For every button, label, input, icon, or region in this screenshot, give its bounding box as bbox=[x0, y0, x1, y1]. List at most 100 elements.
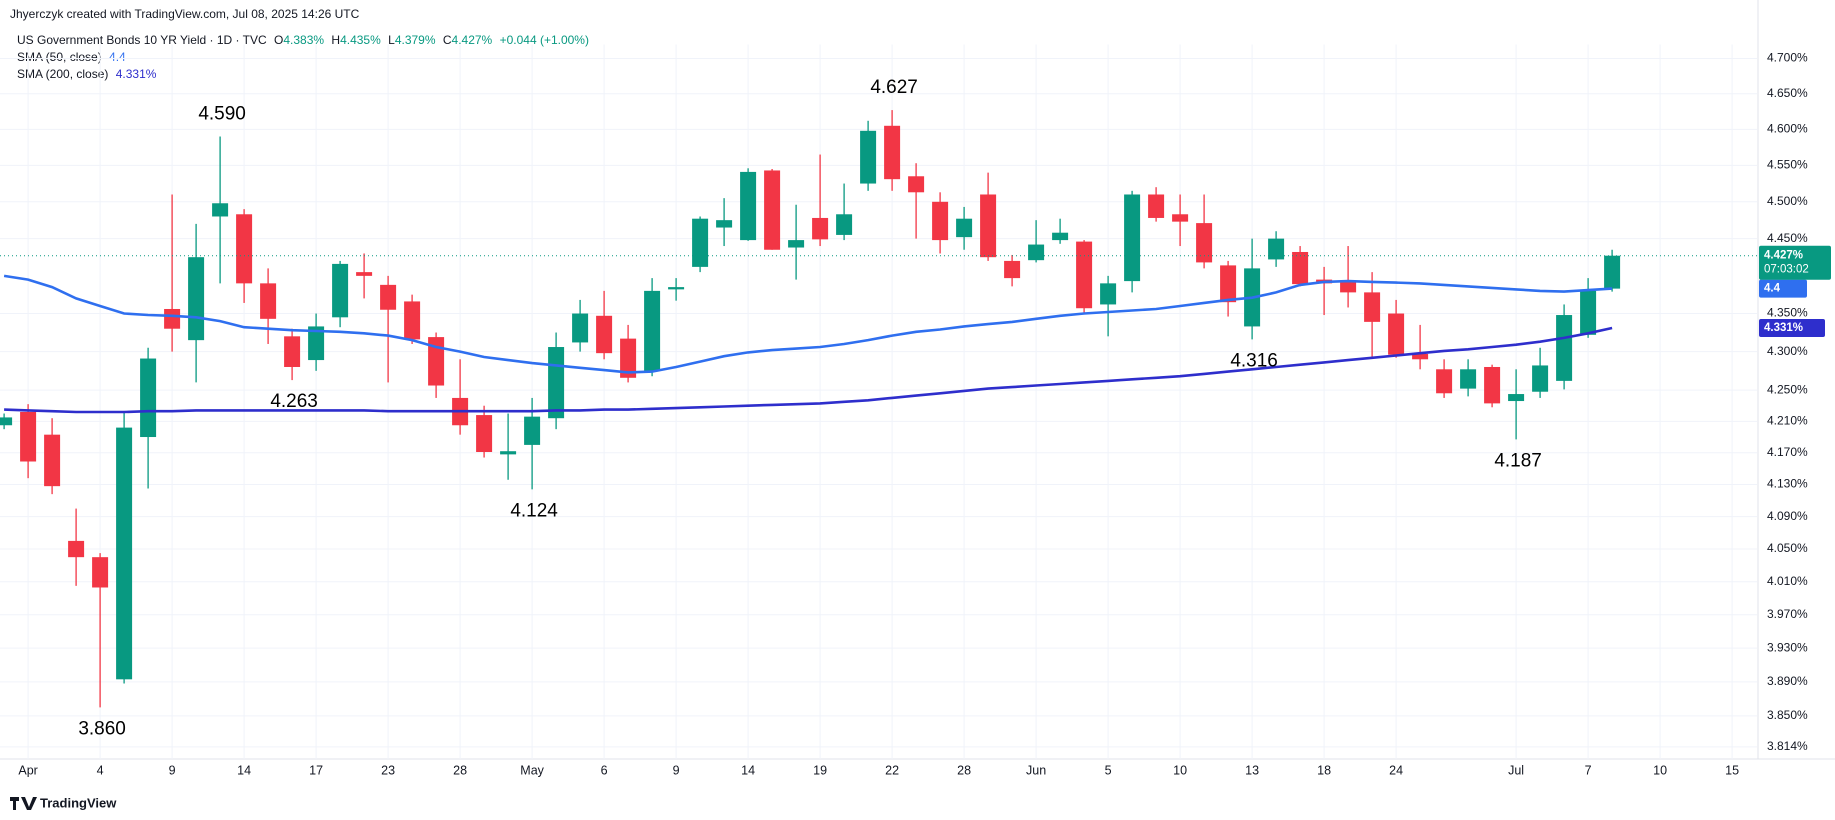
ohlc-key: C bbox=[443, 33, 452, 47]
candle-body bbox=[1532, 365, 1549, 392]
candle-body bbox=[1076, 241, 1093, 309]
candle-body bbox=[1292, 251, 1309, 285]
candle-body bbox=[788, 240, 805, 248]
legend-entry: SMA (200, close) 4.331% bbox=[17, 67, 157, 81]
x-tick-label: Jul bbox=[1508, 763, 1524, 777]
legend-name: SMA (50, close) bbox=[17, 50, 102, 64]
price-tag bbox=[1759, 245, 1831, 280]
ohlc-key: L bbox=[388, 33, 395, 47]
candle-body bbox=[284, 336, 301, 367]
annotation: 4.263 bbox=[270, 391, 318, 412]
y-tick-label: 3.850% bbox=[1767, 708, 1808, 722]
candle-body bbox=[1364, 292, 1381, 322]
x-tick-label: 18 bbox=[1317, 763, 1331, 777]
logo-icon bbox=[10, 797, 37, 810]
ohlc-value: 4.379% bbox=[395, 33, 436, 47]
y-tick-label: 3.814% bbox=[1767, 739, 1808, 753]
series-tag-label: 4.331% bbox=[1764, 322, 1803, 334]
plot-area bbox=[0, 110, 1757, 708]
x-tick-label: 10 bbox=[1173, 763, 1187, 777]
sma-line bbox=[3, 274, 1613, 374]
x-tick-label: 4 bbox=[97, 763, 104, 777]
candle-body bbox=[1436, 369, 1453, 394]
y-tick-label: 4.300% bbox=[1767, 344, 1808, 358]
candle-body bbox=[860, 130, 877, 184]
x-tick-label: 13 bbox=[1245, 763, 1259, 777]
x-tick-label: 5 bbox=[1105, 763, 1112, 777]
candle-body bbox=[1580, 290, 1597, 335]
candle-body bbox=[1028, 244, 1045, 261]
ohlc-value: 4.383% bbox=[283, 33, 324, 47]
y-tick-label: 4.450% bbox=[1767, 231, 1808, 245]
y-tick-label: 3.930% bbox=[1767, 640, 1808, 654]
candle-body bbox=[1460, 369, 1477, 389]
y-tick-label: 4.170% bbox=[1767, 445, 1808, 459]
candle-body bbox=[980, 194, 997, 258]
x-tick-label: 28 bbox=[453, 763, 467, 777]
candle-body bbox=[1412, 353, 1429, 360]
candle-body bbox=[1004, 260, 1021, 279]
x-tick-label: 17 bbox=[309, 763, 323, 777]
candle-body bbox=[764, 170, 781, 250]
candle-body bbox=[116, 427, 133, 680]
candle-body bbox=[836, 214, 853, 235]
x-tick-label: 7 bbox=[1585, 763, 1592, 777]
annotation: 3.860 bbox=[78, 718, 126, 739]
x-tick-label: May bbox=[520, 763, 544, 777]
price-tag-label: 4.427% bbox=[1764, 250, 1803, 262]
candle-body bbox=[428, 337, 445, 386]
ohlc-key: H bbox=[331, 33, 340, 47]
candle-body bbox=[1172, 214, 1189, 222]
annotation: 4.187 bbox=[1494, 450, 1542, 471]
series-tag-label: 4.4 bbox=[1764, 283, 1781, 295]
candle-body bbox=[596, 315, 613, 354]
candle-body bbox=[404, 301, 421, 340]
symbol: US Government Bonds 10 YR Yield · 1D · T… bbox=[17, 33, 267, 47]
y-tick-label: 4.210% bbox=[1767, 414, 1808, 428]
annotation: 4.590 bbox=[198, 104, 246, 125]
candle-body bbox=[908, 176, 925, 193]
candle-body bbox=[620, 338, 637, 378]
candle-body bbox=[476, 415, 493, 453]
sma-line bbox=[4, 326, 1613, 414]
x-tick-label: 10 bbox=[1653, 763, 1667, 777]
x-tick-label: 9 bbox=[169, 763, 176, 777]
candle-body bbox=[0, 417, 13, 426]
candle-body bbox=[380, 284, 397, 310]
candle-body bbox=[212, 203, 229, 217]
candle-body bbox=[1148, 194, 1165, 218]
candle-body bbox=[44, 434, 61, 487]
y-tick-label: 4.650% bbox=[1767, 86, 1808, 100]
axes: 4.700% 4.650% 4.600% 4.550% 4.500% 4.450% 4.35… bbox=[18, 51, 1831, 777]
symbol-legend: US Government Bonds 10 YR Yield · 1D · T… bbox=[17, 33, 589, 47]
candle-body bbox=[1268, 238, 1285, 260]
legend-value: 4.331% bbox=[116, 67, 157, 81]
candle-body bbox=[668, 287, 685, 290]
x-tick-label: 14 bbox=[741, 763, 755, 777]
candle-body bbox=[1100, 283, 1117, 305]
candle-body bbox=[1388, 313, 1405, 355]
candle-body bbox=[572, 313, 589, 343]
candle-body bbox=[692, 218, 709, 267]
x-tick-label: 9 bbox=[673, 763, 680, 777]
y-tick-label: 4.250% bbox=[1767, 382, 1808, 396]
candle-body bbox=[1052, 232, 1069, 241]
candle-body bbox=[92, 557, 109, 588]
legend-name: SMA (200, close) bbox=[17, 67, 108, 81]
candle-body bbox=[260, 283, 277, 319]
candle-body bbox=[20, 411, 37, 462]
ohlc-value: 4.427% bbox=[452, 33, 493, 47]
candle-body bbox=[236, 214, 253, 284]
candle-body bbox=[1340, 280, 1357, 293]
y-tick-label: 4.050% bbox=[1767, 541, 1808, 555]
series-tag bbox=[1759, 279, 1807, 298]
y-tick-label: 3.890% bbox=[1767, 674, 1808, 688]
y-tick-label: 4.500% bbox=[1767, 194, 1808, 208]
logo-text: TradingView bbox=[40, 795, 117, 810]
legend-value: 4.4 bbox=[109, 50, 126, 64]
candle-body bbox=[812, 217, 829, 240]
x-tick-label: 28 bbox=[957, 763, 971, 777]
candle-body bbox=[1196, 223, 1213, 263]
candle-body bbox=[644, 290, 661, 371]
